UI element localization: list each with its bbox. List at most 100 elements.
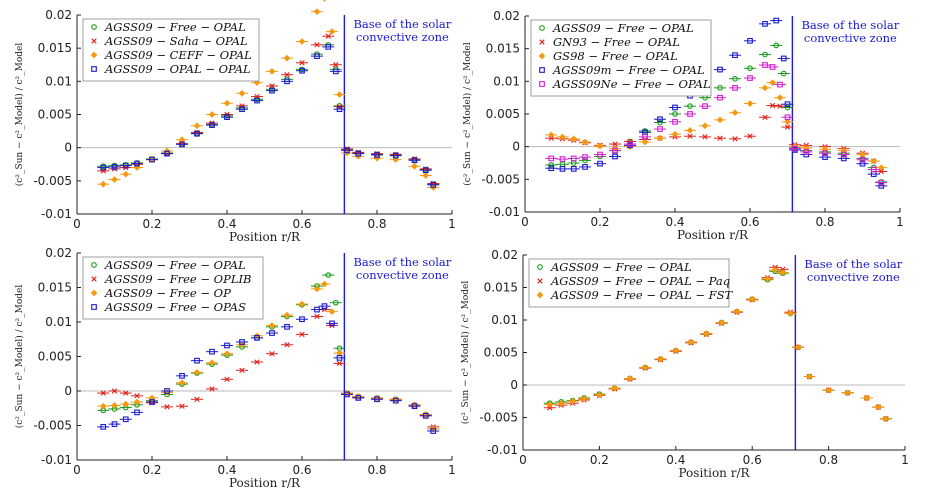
legend-marker [91,304,97,310]
x-tick-label: 0.6 [292,463,311,477]
data-point [569,397,576,405]
data-point [325,33,331,39]
data-point [344,147,350,154]
y-tick-label: 0 [512,140,520,154]
y-tick-label: 0.01 [45,315,72,329]
data-point [882,415,890,423]
data-point [313,8,321,16]
data-point [122,162,129,169]
data-point [769,64,776,70]
legend-label: AGSS09 − OPAL − OPAL [104,62,251,76]
data-point [284,72,290,78]
y-axis-label: (c²_Sun − c²_Model) / c²_Model [462,42,473,186]
legend-marker [538,52,546,60]
data-point [863,394,871,402]
x-tick-label: 0.8 [819,453,838,467]
legend-label: AGSS09 − Free − OPAL − Paq [550,274,730,288]
data-point [298,38,306,45]
convective-zone-annotation: convective zone [356,268,449,282]
data-point [672,118,678,125]
data-point [657,116,663,123]
data-point [671,130,679,138]
x-tick-label: 1 [448,463,456,477]
data-point [134,409,140,416]
data-point [672,104,678,111]
data-point [321,303,328,309]
legend-box [82,18,260,82]
data-point [642,134,648,140]
x-tick-label: 0.6 [740,215,759,229]
data-point [223,99,231,107]
data-point [878,179,885,186]
data-point [747,75,753,81]
data-point [641,138,649,146]
legend-marker [536,291,544,299]
data-point [336,355,343,361]
legend-label: AGSS09 − Free − OPAL − FST [550,288,734,302]
legend-label: GS98 − Free − OPAL [553,49,678,63]
data-point [597,151,603,158]
x-axis-label: Position r/R [229,230,301,244]
y-tick-label: 0.01 [493,74,520,88]
data-point [779,269,787,276]
x-tick-label: 0.8 [367,217,386,231]
data-point [254,97,260,104]
convective-zone-annotation: convective zone [804,31,897,45]
data-point [164,150,170,157]
legend-label: AGSS09 − Free − OPAL [550,260,692,274]
data-point [773,17,780,24]
data-point [769,102,776,109]
data-point [283,311,291,319]
data-point [333,62,339,68]
data-point [298,300,306,308]
data-point [717,66,723,73]
x-tick-label: 0.6 [292,217,311,231]
data-point [332,68,339,75]
y-tick-label: -0.005 [479,411,518,425]
x-tick-label: 0.6 [743,453,762,467]
data-point [870,166,877,173]
y-tick-label: -0.01 [487,443,518,457]
legend-label: AGSS09 − Free − OPAS [104,300,246,314]
data-point [703,330,710,337]
data-point [314,306,320,313]
data-point [111,421,118,427]
data-point [878,183,885,189]
data-point [299,67,305,74]
data-point [322,0,327,2]
data-point [224,342,230,349]
data-point [411,157,418,164]
data-point [336,91,343,98]
legend-marker [91,38,97,44]
data-point [557,399,565,407]
data-point [686,127,694,134]
data-point [718,319,725,326]
legend-box [528,258,730,308]
data-point [612,153,618,160]
legend-marker [91,262,97,268]
data-point [761,84,769,92]
data-point [780,55,787,62]
data-point [546,401,554,408]
data-point [422,172,430,179]
y-tick-label: 0.02 [493,9,520,23]
data-point [702,134,708,140]
data-point [732,52,738,59]
data-point [269,330,275,336]
data-point [284,323,290,330]
x-tick-label: 0 [73,217,81,231]
data-point [268,322,276,329]
data-point [840,155,847,162]
data-point [194,396,200,402]
data-point [392,152,399,159]
data-point [746,100,754,107]
legend-label: AGSS09 − Free − OP [104,286,231,300]
data-point [612,147,618,154]
data-point [224,114,230,121]
data-point [269,83,275,89]
data-point [111,176,118,183]
data-point [269,351,275,357]
y-tick-label: 0.02 [45,246,72,260]
data-point [133,398,141,406]
data-point [314,53,320,59]
